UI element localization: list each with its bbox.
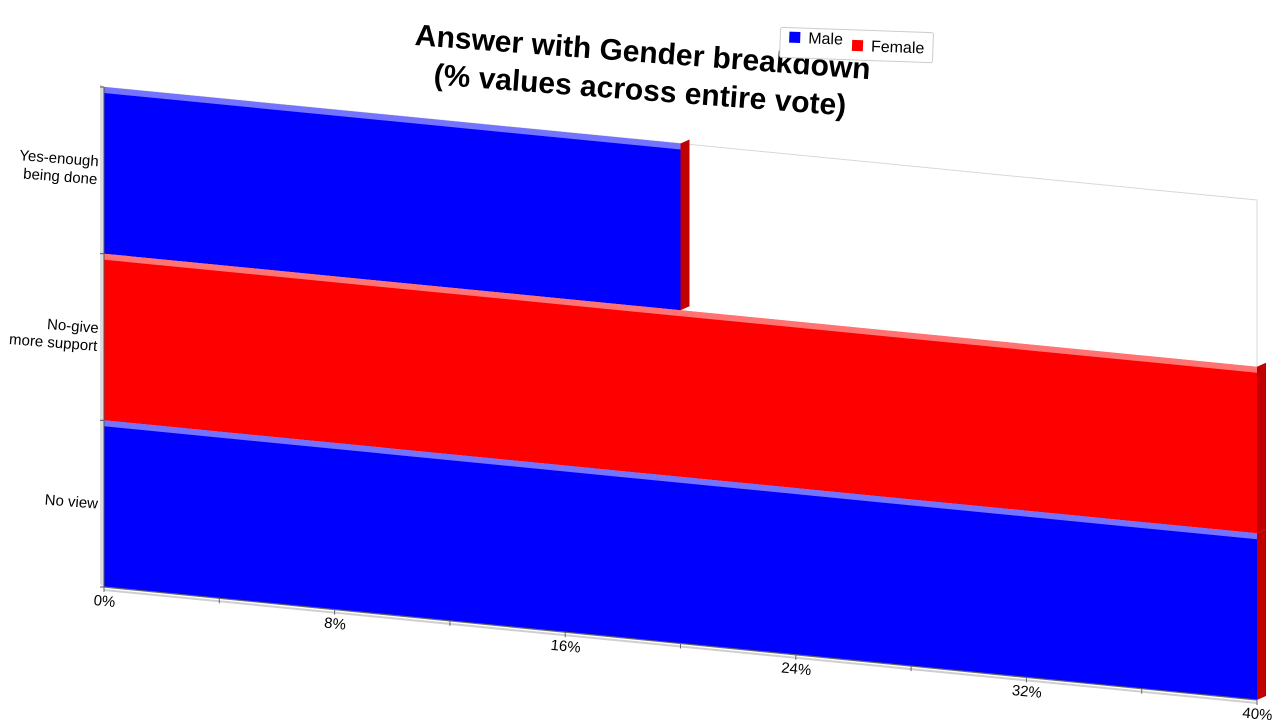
legend-swatch-female [851,39,864,52]
x-tick-label: 16% [550,637,582,657]
legend-swatch-male [789,31,801,44]
bar-male-1-end-cap [680,139,690,311]
plot-side-wall [100,84,104,587]
bar-male-3-highlight [104,420,1257,540]
x-tick-label: 40% [1242,705,1274,720]
bar-male-3-end-cap [1257,529,1266,700]
bar-female-2 [104,253,1257,534]
x-axis: 0% 8% 16% 24% 32% 40% [93,586,1274,720]
category-label-line: No-give [46,316,99,337]
x-tick-label: 32% [1011,682,1043,702]
bars [104,87,1266,700]
category-label-line: Yes-enough [19,147,100,170]
category-label-line: No view [44,492,99,513]
bar-male-3 [104,420,1257,700]
bar-female-2-highlight [104,253,1257,373]
legend-label-male: Male [808,30,843,48]
bar-male-1 [104,87,681,311]
x-tick-label: 24% [780,659,812,679]
legend-label-female: Female [871,39,925,58]
bar-male-1-highlight [104,87,681,150]
bar-female-2-end-cap [1257,362,1266,534]
x-tick-label: 8% [323,615,346,634]
category-label-line: being done [23,166,98,189]
legend: Male Female [779,26,934,64]
x-tick-label: 0% [93,592,116,611]
category-label-line: more support [8,331,98,355]
category-label: Yes-enoughbeing done [17,147,99,188]
category-label: No view [44,492,99,513]
category-label: No-givemore support [8,313,100,355]
